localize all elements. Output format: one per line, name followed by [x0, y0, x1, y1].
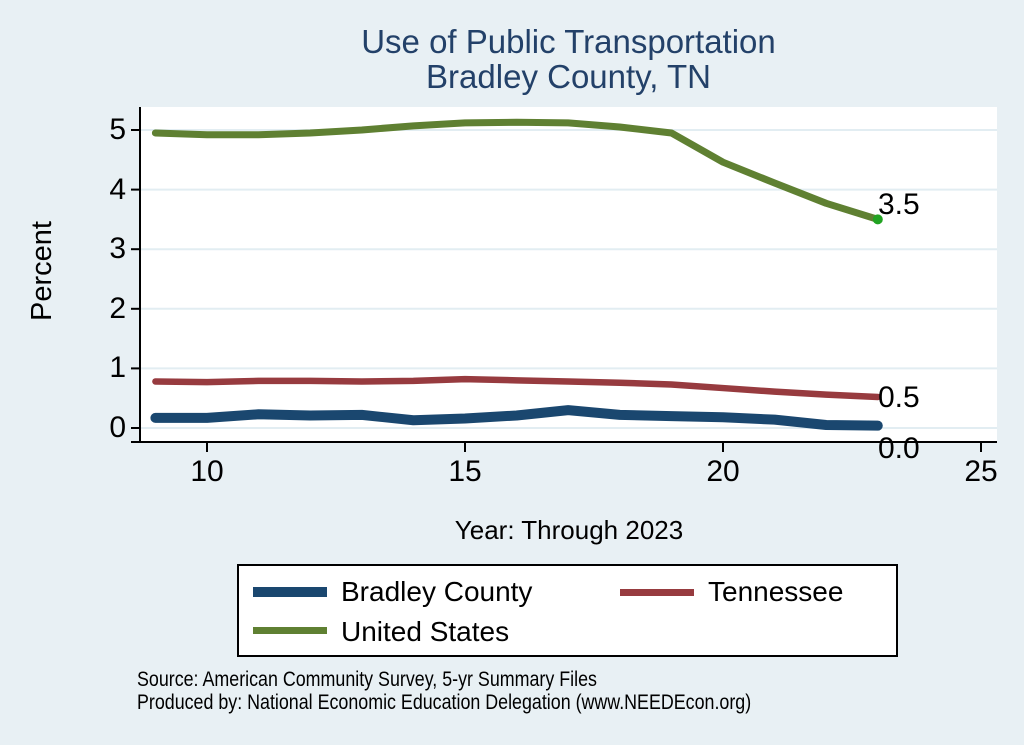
x-tick-label-20: 20 — [706, 455, 740, 488]
end-label-united-states: 3.5 — [878, 188, 920, 221]
y-tick-label-0: 0 — [109, 411, 126, 444]
source-line: Source: American Community Survey, 5-yr … — [137, 668, 597, 691]
y-tick-label-3: 3 — [109, 232, 126, 265]
y-tick-label-1: 1 — [109, 351, 126, 384]
legend: Bradley County Tennessee United States — [237, 564, 898, 657]
source-note: Source: American Community Survey, 5-yr … — [137, 668, 751, 714]
y-axis-title: Percent — [26, 221, 58, 321]
x-axis-title: Year: Through 2023 — [454, 515, 684, 545]
chart-title-line2: Bradley County, TN — [426, 58, 711, 95]
y-tick-label-2: 2 — [109, 292, 126, 325]
legend-label-tennessee: Tennessee — [708, 576, 844, 607]
produced-by-line: Produced by: National Economic Education… — [137, 691, 752, 714]
x-tick-label-25: 25 — [964, 455, 998, 488]
y-tick-label-5: 5 — [109, 113, 126, 146]
chart-title-line1: Use of Public Transportation — [361, 23, 776, 60]
end-label-bradley-county: 0.0 — [878, 432, 920, 465]
x-tick-label-10: 10 — [190, 455, 224, 488]
y-tick-label-4: 4 — [109, 173, 126, 206]
legend-label-bradley-county: Bradley County — [341, 576, 533, 607]
end-label-tennessee: 0.5 — [878, 381, 920, 414]
x-tick-label-15: 15 — [448, 455, 482, 488]
legend-swatch-united-states — [253, 627, 327, 634]
legend-swatch-bradley-county — [253, 587, 327, 597]
legend-label-united-states: United States — [341, 616, 510, 647]
legend-swatch-tennessee — [620, 589, 694, 596]
chart-title: Use of Public Transportation Bradley Cou… — [140, 24, 997, 94]
